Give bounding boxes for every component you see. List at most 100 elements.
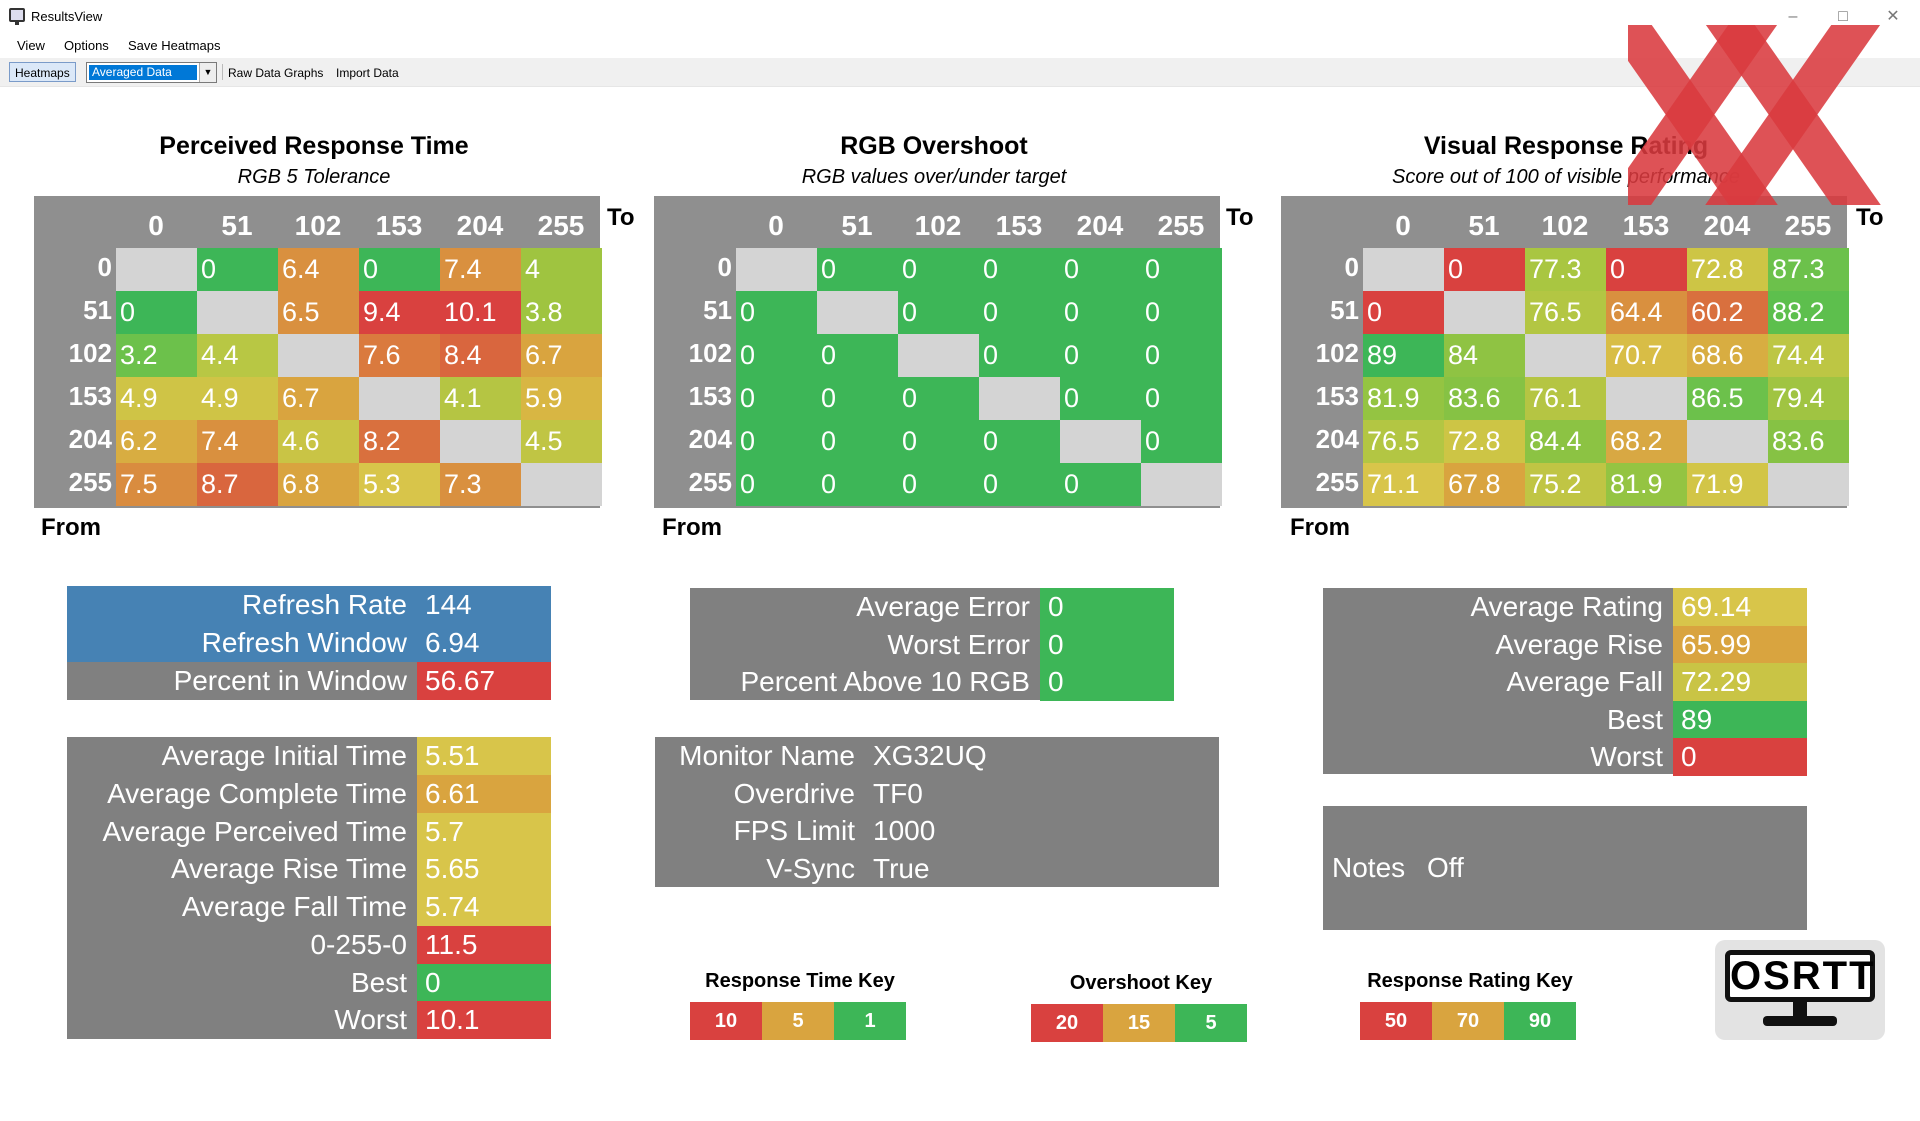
stat-label: Monitor Name xyxy=(679,740,855,771)
stat-value: XG32UQ xyxy=(873,740,987,771)
key-title: Response Rating Key xyxy=(1367,970,1573,992)
stat-value: 0 xyxy=(1040,625,1174,664)
maximize-icon[interactable]: □ xyxy=(1838,8,1848,25)
key-swatch: 5 xyxy=(1175,1004,1247,1042)
stat-label: Percent in Window xyxy=(173,665,407,696)
row-header: 102 xyxy=(68,338,112,368)
heatmap-cell: 0 xyxy=(817,463,898,506)
heatmap-cell: 0 xyxy=(898,420,979,463)
heatmap-cell: 8.2 xyxy=(359,420,440,463)
heatmap-cell: 0 xyxy=(898,377,979,420)
stat-value: 5.74 xyxy=(417,888,551,926)
heatmap-cell: 5.3 xyxy=(359,463,440,506)
key-swatch: 10 xyxy=(690,1002,762,1040)
heatmap-cell: 6.5 xyxy=(278,291,359,334)
toolbar: Heatmaps Averaged Data ▼ Raw Data Graphs… xyxy=(0,58,1920,87)
heatmap-subtitle-overshoot: RGB values over/under target xyxy=(801,166,1067,188)
heatmap-cell: 0 xyxy=(979,334,1060,377)
to-label: To xyxy=(607,204,635,231)
heatmap-cell: 0 xyxy=(1060,291,1141,334)
menu-save-heatmaps[interactable]: Save Heatmaps xyxy=(128,38,221,53)
heatmap-cell: 6.8 xyxy=(278,463,359,506)
row-header: 102 xyxy=(1315,338,1359,368)
heatmap-cell: 76.5 xyxy=(1525,291,1606,334)
row-header: 204 xyxy=(1315,424,1359,454)
to-label: To xyxy=(1226,204,1254,231)
stat-row: Percent in Window 56.67 xyxy=(67,662,551,700)
stat-label: V-Sync xyxy=(766,852,855,884)
heatmap-cell xyxy=(1606,377,1687,420)
heatmap-cell: 6.4 xyxy=(278,248,359,291)
column-header: 51 xyxy=(841,210,873,241)
heatmap-cell: 0 xyxy=(1060,248,1141,291)
heatmap-cell: 86.5 xyxy=(1687,377,1768,420)
stat-row: Average Perceived Time 5.7 xyxy=(67,812,551,851)
heatmap-cell xyxy=(521,463,602,506)
stat-label: Refresh Rate xyxy=(242,589,407,620)
stat-row: FPS Limit 1000 xyxy=(655,812,1219,850)
heatmap-cell: 0 xyxy=(116,291,197,334)
xx-watermark-logo xyxy=(1628,25,1898,205)
import-data-button[interactable]: Import Data xyxy=(336,66,399,80)
heatmap-cell xyxy=(898,334,979,377)
heatmap-cell: 64.4 xyxy=(1606,291,1687,334)
raw-data-graphs-button[interactable]: Raw Data Graphs xyxy=(228,66,324,80)
heatmap-cell: 87.3 xyxy=(1768,248,1849,291)
heatmaps-button[interactable]: Heatmaps xyxy=(9,62,76,82)
column-header: 255 xyxy=(537,210,585,241)
heatmap-cell: 60.2 xyxy=(1687,291,1768,334)
column-header: 51 xyxy=(221,210,253,241)
stat-row: Average Complete Time 6.61 xyxy=(67,774,551,813)
heatmap-cell: 0 xyxy=(898,248,979,291)
minimize-icon[interactable]: – xyxy=(1788,8,1798,25)
column-header: 153 xyxy=(375,210,423,241)
heatmap-cell: 72.8 xyxy=(1687,248,1768,291)
heatmap-cell: 0 xyxy=(817,248,898,291)
stat-row: Average Fall 72.29 xyxy=(1323,663,1807,701)
osrtt-logo: OSRTT xyxy=(1715,940,1885,1040)
heatmap-cell: 76.1 xyxy=(1525,377,1606,420)
stat-label: Refresh Window xyxy=(201,627,407,658)
stat-label: Worst Error xyxy=(887,628,1030,660)
heatmap-cell: 70.7 xyxy=(1606,334,1687,377)
close-icon[interactable]: ✕ xyxy=(1886,8,1900,25)
stat-row: Average Rise 65.99 xyxy=(1323,625,1807,664)
heatmap-cell: 0 xyxy=(979,463,1060,506)
column-header: 153 xyxy=(995,210,1043,241)
toolbar-separator xyxy=(222,64,223,80)
heatmap-cell: 81.9 xyxy=(1363,377,1444,420)
notes-label: Notes xyxy=(1332,852,1406,883)
heatmap-cell: 4.9 xyxy=(116,377,197,420)
heatmap-cell: 10.1 xyxy=(440,291,521,334)
heatmap-cell: 83.6 xyxy=(1444,377,1525,420)
chevron-down-icon[interactable]: ▼ xyxy=(199,63,216,82)
heatmap-cell: 74.4 xyxy=(1768,334,1849,377)
stat-value: 72.29 xyxy=(1673,663,1807,701)
column-header: 0 xyxy=(148,210,164,241)
heatmap-cell: 75.2 xyxy=(1525,463,1606,506)
stat-row: Average Initial Time 5.51 xyxy=(67,737,551,775)
stat-row: Average Rating 69.14 xyxy=(1323,588,1807,626)
stat-label: Best xyxy=(1606,703,1663,735)
heatmap-cell: 7.3 xyxy=(440,463,521,506)
stat-label: Average Rise Time xyxy=(170,853,407,885)
menu-options[interactable]: Options xyxy=(64,38,109,53)
column-header: 204 xyxy=(456,210,504,241)
heatmap-subtitle-response: RGB 5 Tolerance xyxy=(237,166,391,188)
key-swatch: 70 xyxy=(1432,1002,1504,1040)
heatmap-cell: 0 xyxy=(197,248,278,291)
row-header: 102 xyxy=(688,338,732,368)
column-header: 255 xyxy=(1157,210,1205,241)
heatmap-cell: 6.7 xyxy=(278,377,359,420)
key-title: Response Time Key xyxy=(705,970,895,992)
stat-value: 65.99 xyxy=(1673,625,1807,664)
heatmap-cell: 67.8 xyxy=(1444,463,1525,506)
data-mode-dropdown[interactable]: Averaged Data ▼ xyxy=(86,62,217,83)
menu-view[interactable]: View xyxy=(17,38,45,53)
stat-value: 89 xyxy=(1673,700,1807,739)
stat-label: Worst xyxy=(334,1004,407,1036)
heatmap-cell: 0 xyxy=(1141,420,1222,463)
heatmap-cell xyxy=(278,334,359,377)
heatmap-cell: 89 xyxy=(1363,334,1444,377)
heatmap-cell: 6.7 xyxy=(521,334,602,377)
